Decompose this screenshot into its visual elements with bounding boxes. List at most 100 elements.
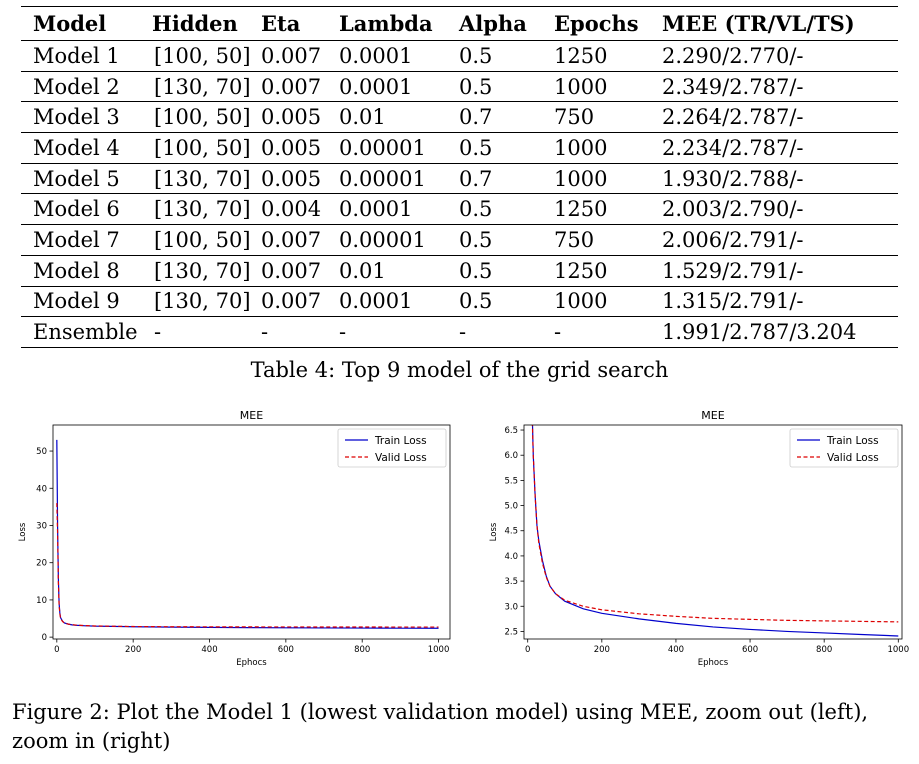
table-cell: 1250 (554, 43, 608, 68)
table-cell: 0.7 (459, 166, 493, 191)
table-cell: 0.7 (459, 105, 493, 130)
table-cell: 1.529/2.791/- (662, 258, 804, 283)
plot-frame (52, 424, 451, 640)
table-row: Model 4 [100, 50] 0.005 0.00001 0.5 1000 2.234… (21, 133, 898, 164)
table-cell: 0.5 (459, 289, 493, 314)
table-cell: 2.264/2.787/- (662, 105, 804, 130)
table-cell: Model 7 (33, 227, 120, 252)
series-valid-loss-line (56, 503, 439, 628)
y-tick-label: 30 (36, 521, 47, 531)
y-tick-label: 10 (36, 596, 47, 606)
y-tick-label: 20 (36, 559, 47, 569)
chart-title: MEE (701, 409, 724, 422)
plot-frame (523, 424, 903, 640)
table-row: Model 3 [100, 50] 0.005 0.01 0.7 750 2.264/2.7… (21, 102, 898, 133)
chart-mee-zoom-out: MEE 0 200 400 600 800 1000 0 10 20 30 40 50 Ephocs Los… (18, 409, 451, 668)
table-cell: [130, 70] (154, 74, 251, 99)
table-cell: 2.003/2.790/- (662, 197, 804, 222)
table-cell: [130, 70] (154, 258, 251, 283)
header-lambda: Lambda (339, 11, 433, 36)
table-cell: 0.0001 (339, 289, 413, 314)
table-cell: 750 (554, 227, 595, 252)
table-cell: [100, 50] (154, 43, 251, 68)
table-cell: 1250 (554, 258, 608, 283)
header-hidden: Hidden (152, 11, 238, 36)
header-alpha: Alpha (459, 11, 527, 36)
y-tick-label: 40 (36, 484, 47, 494)
y-tick-label: 5.0 (504, 502, 518, 512)
y-axis-label: Loss (18, 522, 28, 541)
x-tick-label: 1000 (887, 645, 909, 655)
table-cell: 1.991/2.787/3.204 (662, 320, 857, 345)
legend-valid-label: Valid Loss (827, 452, 879, 464)
chart-title: MEE (240, 409, 263, 422)
table-cell: 0.00001 (339, 166, 426, 191)
table-cell: 0.004 (261, 197, 322, 222)
table-cell: Model 2 (33, 74, 120, 99)
table-cell: 0.5 (459, 43, 493, 68)
y-tick-label: 2.5 (504, 627, 518, 637)
table-cell: 0.01 (339, 258, 386, 283)
x-tick-label: 200 (594, 645, 610, 655)
table-row: Model 8 [130, 70] 0.007 0.01 0.5 1250 1.529/2.… (21, 255, 898, 286)
table-cell: Ensemble (33, 320, 138, 345)
y-tick-label: 50 (36, 447, 47, 457)
table-cell: 1.930/2.788/- (662, 166, 804, 191)
series-train-loss-line (56, 439, 439, 629)
x-tick-label: 1000 (428, 645, 450, 655)
y-tick-label: 6.5 (504, 426, 518, 436)
table-cell: 0.007 (261, 289, 322, 314)
x-tick-label: 200 (125, 645, 141, 655)
table-cell: 1.315/2.791/- (662, 289, 804, 314)
table-cell: 0.007 (261, 74, 322, 99)
table-cell: 0.005 (261, 135, 322, 160)
header-model: Model (33, 11, 107, 36)
table-cell: 750 (554, 105, 595, 130)
table-cell: 0.5 (459, 227, 493, 252)
table-cell: 0.01 (339, 105, 386, 130)
table-cell: 0.00001 (339, 227, 426, 252)
series-valid-loss-line (531, 425, 899, 623)
table-row: Model 5 [130, 70] 0.005 0.00001 0.7 1000 1.930… (21, 163, 898, 194)
y-axis-label: Loss (489, 522, 499, 541)
table-cell: 0.007 (261, 227, 322, 252)
y-tick-label: 6.0 (504, 451, 518, 461)
y-tick-label: 4.5 (504, 527, 518, 537)
table-body: Model 1 [100, 50] 0.007 0.0001 0.5 1250 2.290/… (21, 41, 898, 348)
table-row: Model 2 [130, 70] 0.007 0.0001 0.5 1000 2.349/… (21, 71, 898, 102)
x-tick-label: 0 (525, 645, 530, 655)
table-cell: 2.234/2.787/- (662, 135, 804, 160)
table-cell: Model 3 (33, 105, 120, 130)
x-tick-label: 400 (668, 645, 684, 655)
x-tick-label: 800 (816, 645, 832, 655)
header-epochs: Epochs (554, 11, 639, 36)
x-tick-label: 600 (278, 645, 294, 655)
x-tick-label: 800 (354, 645, 370, 655)
table-cell: [130, 70] (154, 289, 251, 314)
table-cell: 1000 (554, 135, 608, 160)
table-cell: 1000 (554, 74, 608, 99)
y-tick-label: 3.0 (504, 602, 518, 612)
table-cell: 0.005 (261, 166, 322, 191)
table-cell: 2.006/2.791/- (662, 227, 804, 252)
table-cell: 0.0001 (339, 74, 413, 99)
y-tick-label: 0 (42, 633, 47, 643)
table-cell: Model 5 (33, 166, 120, 191)
y-tick-label: 5.5 (504, 476, 518, 486)
table-cell: 0.5 (459, 135, 493, 160)
table-cell: Model 9 (33, 289, 120, 314)
table-row: Model 6 [130, 70] 0.004 0.0001 0.5 1250 2.003/… (21, 194, 898, 225)
table-cell: - (261, 320, 269, 345)
y-tick-label: 4.0 (504, 552, 518, 562)
x-tick-label: 600 (742, 645, 758, 655)
table-cell: Model 8 (33, 258, 120, 283)
table-cell: [100, 50] (154, 105, 251, 130)
table-cell: - (154, 320, 162, 345)
table-cell: 0.007 (261, 43, 322, 68)
table-cell: 1000 (554, 166, 608, 191)
legend-train-label: Train Loss (374, 435, 427, 447)
legend-valid-label: Valid Loss (375, 452, 427, 464)
table-cell: [130, 70] (154, 197, 251, 222)
table-cell: 1250 (554, 197, 608, 222)
table-cell: [100, 50] (154, 135, 251, 160)
